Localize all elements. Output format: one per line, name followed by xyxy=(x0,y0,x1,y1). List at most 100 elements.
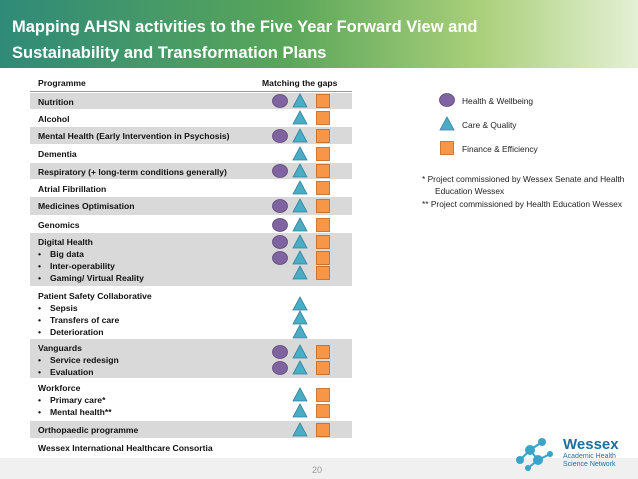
square-icon xyxy=(316,235,330,249)
triangle-icon xyxy=(439,116,455,131)
triangle-icon xyxy=(292,198,308,213)
table-row: Dementia xyxy=(30,145,352,163)
row-title: Mental Health (Early Intervention in Psy… xyxy=(38,131,230,141)
triangle-icon xyxy=(292,110,308,125)
square-icon xyxy=(440,141,454,155)
table-row: Medicines Optimisation xyxy=(30,197,352,216)
logo-subtitle: Academic Health Science Network xyxy=(563,453,616,468)
square-icon xyxy=(316,388,330,402)
note: * Project commissioned by Wessex Senate … xyxy=(422,174,625,196)
row-title: Alcohol xyxy=(38,114,70,124)
circle-icon xyxy=(272,199,288,213)
row-item: Inter-operability xyxy=(38,260,352,272)
square-icon xyxy=(316,345,330,359)
triangle-icon xyxy=(292,93,308,108)
triangle-icon xyxy=(292,387,308,402)
row-title: Nutrition xyxy=(38,97,74,107)
table-row: WorkforcePrimary care*Mental health** xyxy=(30,379,352,421)
table-row: Patient Safety CollaborativeSepsisTransf… xyxy=(30,287,352,339)
row-title: Workforce xyxy=(38,383,81,393)
title-band xyxy=(0,0,638,68)
square-icon xyxy=(316,181,330,195)
circle-icon xyxy=(272,251,288,265)
triangle-icon xyxy=(292,296,308,311)
row-title: Vanguards xyxy=(38,343,82,353)
square-icon xyxy=(316,199,330,213)
square-icon xyxy=(316,218,330,232)
circle-icon xyxy=(272,94,288,108)
row-item: Service redesign xyxy=(38,354,352,366)
triangle-icon xyxy=(292,128,308,143)
triangle-icon xyxy=(292,422,308,437)
table-row: Orthopaedic programme xyxy=(30,421,352,439)
note: ** Project commissioned by Health Educat… xyxy=(422,199,623,209)
row-title: Genomics xyxy=(38,220,80,230)
row-item: Big data xyxy=(38,248,352,260)
circle-icon xyxy=(272,361,288,375)
table-header xyxy=(30,74,352,92)
table-row: Atrial Fibrillation xyxy=(30,180,352,197)
row-title: Respiratory (+ long-term conditions gene… xyxy=(38,167,227,177)
row-item: Deterioration xyxy=(38,326,352,338)
square-icon xyxy=(316,147,330,161)
footer xyxy=(0,458,638,479)
row-title: Dementia xyxy=(38,149,77,159)
logo-mark xyxy=(516,438,553,471)
title: Sustainability and Transformation Plans xyxy=(12,44,327,62)
row-title: Medicines Optimisation xyxy=(38,201,135,211)
title: Mapping AHSN activities to the Five Year… xyxy=(12,18,478,36)
row-title: Atrial Fibrillation xyxy=(38,184,107,194)
triangle-icon xyxy=(292,163,308,178)
legend-label: Finance & Efficiency xyxy=(462,144,538,154)
row-title: Wessex International Healthcare Consorti… xyxy=(38,443,213,453)
legend-label: Care & Quality xyxy=(462,120,517,130)
triangle-icon xyxy=(292,234,308,249)
square-icon xyxy=(316,164,330,178)
table-row: Nutrition xyxy=(30,93,352,110)
circle-icon xyxy=(272,218,288,232)
table-row: Alcohol xyxy=(30,110,352,127)
triangle-icon xyxy=(292,180,308,195)
circle-icon xyxy=(439,93,455,107)
triangle-icon xyxy=(292,250,308,265)
triangle-icon xyxy=(292,403,308,418)
table-row: Mental Health (Early Intervention in Psy… xyxy=(30,127,352,145)
square-icon xyxy=(316,94,330,108)
square-icon xyxy=(316,251,330,265)
table-row: Genomics xyxy=(30,216,352,233)
square-icon xyxy=(316,423,330,437)
triangle-icon xyxy=(292,265,308,280)
row-title: Patient Safety Collaborative xyxy=(38,291,152,301)
column-header: Programme xyxy=(38,78,86,88)
triangle-icon xyxy=(292,146,308,161)
square-icon xyxy=(316,266,330,280)
row-title: Digital Health xyxy=(38,237,93,247)
page-number: 20 xyxy=(312,465,323,475)
triangle-icon xyxy=(292,310,308,325)
table-row: Wessex International Healthcare Consorti… xyxy=(30,439,352,458)
triangle-icon xyxy=(292,360,308,375)
circle-icon xyxy=(272,129,288,143)
circle-icon xyxy=(272,345,288,359)
square-icon xyxy=(316,111,330,125)
legend-label: Health & Wellbeing xyxy=(462,96,534,106)
circle-icon xyxy=(272,235,288,249)
row-item: Primary care* xyxy=(38,394,352,406)
triangle-icon xyxy=(292,217,308,232)
row-item: Evaluation xyxy=(38,366,352,378)
row-item: Sepsis xyxy=(38,302,352,314)
square-icon xyxy=(316,404,330,418)
row-item: Mental health** xyxy=(38,406,352,418)
row-title: Orthopaedic programme xyxy=(38,425,139,435)
row-item: Gaming/ Virtual Reality xyxy=(38,272,352,284)
column-header: Matching the gaps xyxy=(262,78,338,88)
square-icon xyxy=(316,129,330,143)
table-row: Respiratory (+ long-term conditions gene… xyxy=(30,163,352,180)
logo-name: Wessex xyxy=(563,436,619,453)
triangle-icon xyxy=(292,324,308,339)
row-item: Transfers of care xyxy=(38,314,352,326)
circle-icon xyxy=(272,164,288,178)
triangle-icon xyxy=(292,344,308,359)
